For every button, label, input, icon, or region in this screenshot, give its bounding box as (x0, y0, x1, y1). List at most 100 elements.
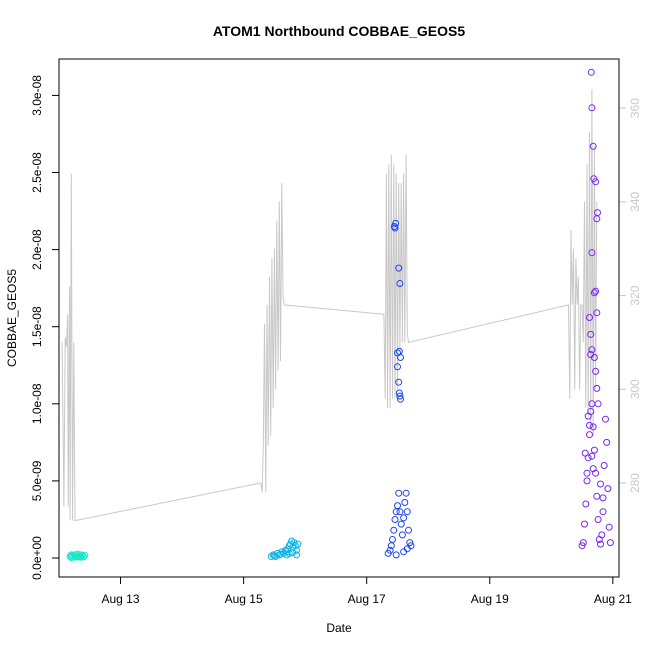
data-point (294, 540, 302, 548)
data-point (590, 446, 598, 454)
data-point (592, 287, 600, 295)
data-point (588, 104, 596, 112)
y-tick-label: 0.0e+00 (30, 536, 44, 580)
data-point (396, 392, 404, 400)
data-point (405, 526, 412, 534)
data-point (597, 480, 604, 488)
x-tick-label: Aug 13 (102, 592, 140, 606)
data-point (583, 477, 591, 485)
y-tick-label: 1.0e-08 (30, 383, 44, 424)
data-point (581, 520, 588, 528)
data-point (592, 367, 600, 375)
y2-tick-label: 340 (628, 192, 642, 212)
data-point (578, 542, 586, 550)
data-point (605, 523, 613, 531)
data-point (599, 494, 607, 502)
data-point (593, 309, 601, 317)
data-point (579, 539, 587, 547)
y2-tick-label: 320 (628, 285, 642, 305)
data-point (289, 549, 297, 557)
y-tick-label: 1.5e-08 (30, 306, 44, 347)
data-point (390, 526, 398, 534)
data-point (403, 508, 411, 516)
data-point (588, 452, 596, 460)
y-tick-label: 3.0e-08 (30, 75, 44, 116)
data-point (397, 520, 405, 528)
chart-title: ATOM1 Northbound COBBAE_GEOS5 (213, 23, 465, 39)
data-point (392, 551, 400, 559)
data-point (398, 531, 406, 539)
data-point (397, 354, 404, 361)
data-point (406, 539, 414, 547)
data-point (74, 553, 81, 561)
data-point (586, 314, 593, 321)
data-point (587, 68, 595, 76)
data-point (593, 215, 601, 223)
data-point (586, 421, 593, 429)
y2-line-series (61, 89, 598, 521)
data-point (593, 492, 601, 500)
data-point (403, 545, 411, 553)
series-line (61, 89, 598, 521)
data-point (598, 531, 606, 539)
data-point (603, 438, 611, 446)
y-axis-label: COBBAE_GEOS5 (5, 269, 19, 367)
data-point (589, 465, 597, 473)
data-point (584, 412, 592, 420)
data-point (593, 384, 601, 392)
data-point (267, 553, 275, 560)
data-point (581, 449, 589, 457)
data-point (606, 539, 614, 547)
x-tick-label: Aug 17 (348, 592, 386, 606)
data-point (588, 346, 596, 354)
x-tick-label: Aug 21 (594, 592, 632, 606)
x-tick-label: Aug 19 (471, 592, 509, 606)
data-point (586, 431, 593, 439)
x-tick-label: Aug 15 (225, 592, 263, 606)
data-point (396, 508, 404, 516)
y-tick-label: 2.0e-08 (30, 229, 44, 270)
data-point (391, 516, 399, 523)
data-point (400, 514, 408, 522)
data-point (386, 546, 394, 554)
data-point (395, 489, 403, 497)
data-point (590, 289, 598, 297)
data-point (395, 378, 403, 386)
y-tick-label: 2.5e-08 (30, 152, 44, 193)
data-point (293, 551, 300, 559)
data-point (389, 536, 396, 543)
x-axis-label: Date (326, 621, 352, 635)
data-point (600, 462, 608, 469)
data-point (392, 219, 400, 227)
data-point (395, 389, 403, 397)
data-point (396, 280, 404, 287)
data-point (278, 548, 286, 556)
y2-tick-label: 280 (628, 473, 642, 493)
plot-frame (58, 58, 620, 578)
data-point (401, 499, 409, 506)
data-point (402, 489, 410, 497)
data-point (77, 553, 85, 561)
data-point (594, 400, 602, 408)
data-point (395, 264, 403, 272)
data-point (590, 354, 598, 361)
data-point (594, 516, 602, 523)
data-point (588, 249, 596, 257)
y2-tick-label: 300 (628, 379, 642, 399)
data-point (589, 423, 597, 431)
data-point (604, 485, 612, 493)
y-tick-label: 5.0e-09 (30, 460, 44, 501)
data-point (592, 178, 600, 186)
data-point (602, 415, 609, 423)
y2-tick-label: 360 (628, 98, 642, 118)
data-point (391, 224, 399, 232)
data-point (587, 330, 595, 338)
data-point (394, 502, 401, 510)
data-point (597, 540, 604, 548)
data-point (589, 142, 597, 150)
data-point (290, 539, 298, 547)
data-point (81, 551, 89, 559)
scatter-points (66, 68, 614, 561)
